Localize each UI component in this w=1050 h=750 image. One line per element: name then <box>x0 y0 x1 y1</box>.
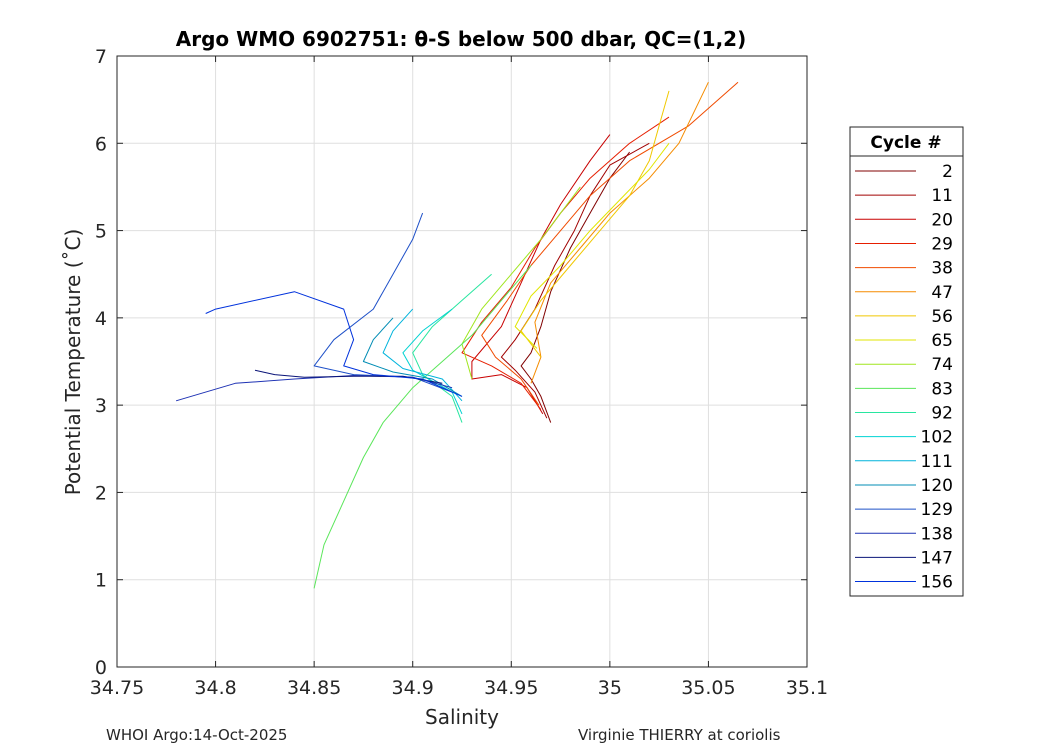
series-line-cycle-56 <box>520 90 670 358</box>
legend-label: 83 <box>931 379 953 399</box>
legend: Cycle # 2 11 20 29 38 47 56 65 74 83 92 102 111 120 12… <box>849 126 964 597</box>
legend-box <box>849 126 964 597</box>
legend-label: 129 <box>921 500 953 520</box>
y-tick-labels: 0 1 2 3 4 5 6 7 <box>95 46 107 679</box>
plot-background <box>117 56 807 667</box>
legend-label: 2 <box>942 162 953 182</box>
series-line-cycle-92 <box>412 273 492 423</box>
x-tick-label: 34.75 <box>90 677 144 699</box>
legend-label: 120 <box>921 476 953 496</box>
series-line-cycle-20 <box>471 134 611 415</box>
y-tick-label: 5 <box>95 221 107 243</box>
legend-label: 29 <box>931 234 953 254</box>
chart-title: Argo WMO 6902751: θ-S below 500 dbar, QC… <box>176 27 746 51</box>
y-tick-label: 6 <box>95 133 107 155</box>
series-line-cycle-83 <box>313 265 532 589</box>
series-line-cycle-156 <box>205 291 463 397</box>
legend-title: Cycle # <box>870 133 941 153</box>
x-tick-label: 34.8 <box>194 677 236 699</box>
series-line-cycle-120 <box>362 317 463 397</box>
legend-label: 111 <box>921 452 953 472</box>
x-tick-label: 34.95 <box>484 677 538 699</box>
legend-label: 47 <box>931 283 953 303</box>
y-tick-label: 7 <box>95 46 107 68</box>
y-tick-label: 4 <box>95 308 107 330</box>
series-line-cycle-102 <box>402 308 463 415</box>
y-tick-label: 0 <box>95 657 107 679</box>
legend-label: 65 <box>931 331 953 351</box>
legend-label: 74 <box>931 355 953 375</box>
y-tick-label: 3 <box>95 395 107 417</box>
legend-label: 147 <box>921 548 953 568</box>
legend-label: 138 <box>921 524 953 544</box>
legend-label: 56 <box>931 307 953 327</box>
series-line-cycle-111 <box>382 308 463 402</box>
series-line-cycle-2 <box>520 151 630 423</box>
y-tick-label: 1 <box>95 570 107 592</box>
x-tick-label: 35 <box>598 677 622 699</box>
legend-label: 156 <box>921 573 953 593</box>
legend-label: 20 <box>931 210 953 230</box>
grid <box>116 55 808 668</box>
series-line-cycle-47 <box>530 81 709 384</box>
series-group <box>175 81 739 589</box>
series-line-cycle-29 <box>461 116 670 410</box>
y-tick-label: 2 <box>95 482 107 504</box>
x-tick-labels: 34.75 34.8 34.85 34.9 34.95 35 35.05 35.1 <box>90 677 828 699</box>
y-axis-label: Potential Temperature (˚C) <box>61 229 85 496</box>
x-tick-label: 35.1 <box>786 677 828 699</box>
legend-entries: 2 11 20 29 38 47 56 65 74 83 92 102 111 120 129 138 147 1… <box>855 162 953 593</box>
legend-label: 92 <box>931 404 953 424</box>
x-tick-label: 34.85 <box>287 677 341 699</box>
footer-left-text: WHOI Argo:14-Oct-2025 <box>106 726 288 744</box>
x-tick-label: 34.9 <box>392 677 434 699</box>
x-tick-label: 35.05 <box>681 677 735 699</box>
x-axis-label: Salinity <box>425 705 499 729</box>
legend-label: 102 <box>921 428 953 448</box>
tick-marks <box>116 55 808 668</box>
footer-right-text: Virginie THIERRY at coriolis <box>578 726 781 744</box>
legend-label: 38 <box>931 259 953 279</box>
series-line-cycle-65 <box>514 142 670 349</box>
legend-label: 11 <box>931 186 953 206</box>
plot-frame <box>116 55 808 668</box>
plot-area <box>116 55 808 668</box>
